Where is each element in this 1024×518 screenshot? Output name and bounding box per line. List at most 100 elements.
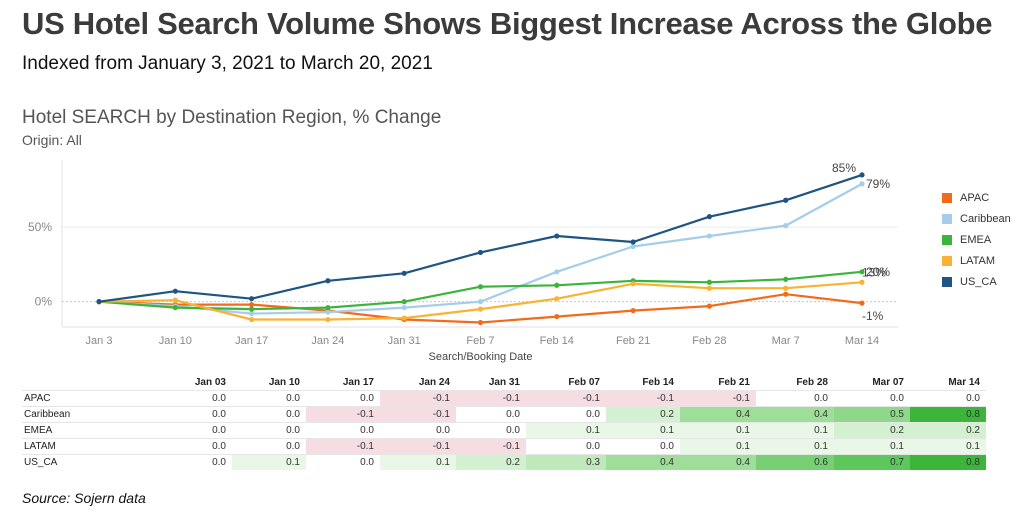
data-point-caribbean <box>325 309 331 315</box>
end-label-latam: 13% <box>862 265 886 279</box>
data-point-caribbean <box>706 233 713 239</box>
table-cell: 0.6 <box>756 454 834 470</box>
table-column-header: Jan 10 <box>268 377 300 388</box>
table-cell: 0.4 <box>606 454 680 470</box>
data-point-latam <box>554 296 560 302</box>
table-row-label: APAC <box>22 390 156 407</box>
data-point-us_ca <box>859 172 865 178</box>
x-tick-label: Feb 7 <box>466 335 494 347</box>
table-column-header: Mar 07 <box>872 377 904 388</box>
table-cell: 0.1 <box>756 438 834 455</box>
table-column-header: Mar 14 <box>948 377 980 388</box>
table-row-label: Caribbean <box>22 406 156 423</box>
table-cell: -0.1 <box>380 438 456 455</box>
data-point-emea <box>783 276 789 282</box>
source-note: Source: Sojern data <box>22 490 146 506</box>
data-point-apac <box>630 307 636 314</box>
x-tick-label: Mar 7 <box>772 335 800 347</box>
data-point-latam <box>401 315 407 321</box>
table-cell: 0.0 <box>232 390 306 407</box>
table-cell: -0.1 <box>526 390 606 407</box>
table-cell: 0.0 <box>156 438 232 455</box>
legend-swatch <box>942 192 952 203</box>
table-cell: 0.0 <box>526 438 606 455</box>
table-cell: -0.1 <box>680 390 756 407</box>
data-point-us_ca <box>554 233 560 239</box>
table-row-label: EMEA <box>22 422 156 439</box>
table-cell: 0.1 <box>756 422 834 439</box>
legend-label: US_CA <box>960 275 997 288</box>
chart-legend: APAC Caribbean EMEA LATAM US_CA <box>942 187 1011 292</box>
data-point-caribbean <box>859 181 865 187</box>
y-tick-label: 0% <box>35 295 53 309</box>
legend-label: LATAM <box>960 254 996 267</box>
x-tick-label: Jan 3 <box>86 335 113 347</box>
data-point-emea <box>249 306 255 312</box>
data-table: Jan 03 Jan 10 Jan 17 Jan 24 Jan 31 Feb 07 Feb … <box>22 375 986 470</box>
legend-swatch <box>942 234 952 245</box>
table-cell: 0.4 <box>680 454 756 470</box>
x-tick-label: Jan 10 <box>159 335 192 347</box>
table-cell: 0.1 <box>232 454 306 470</box>
data-point-caribbean <box>783 223 789 229</box>
end-label-us_ca: 85% <box>832 161 856 175</box>
table-cell: 0.0 <box>834 390 910 407</box>
x-tick-label: Jan 31 <box>388 335 421 347</box>
page-title: US Hotel Search Volume Shows Biggest Inc… <box>22 6 993 41</box>
page-subtitle: Indexed from January 3, 2021 to March 20… <box>22 53 433 74</box>
table-column-header: Jan 24 <box>418 377 450 388</box>
table-column-header: Jan 17 <box>342 377 374 388</box>
data-point-latam <box>859 279 865 285</box>
table-cell: 0.5 <box>834 406 910 423</box>
data-point-apac <box>477 319 484 326</box>
table-cell: 0.1 <box>910 438 986 455</box>
data-point-apac <box>249 302 255 308</box>
table-column-header: Feb 28 <box>796 377 828 388</box>
table-column-header: Feb 14 <box>642 377 674 388</box>
data-point-us_ca <box>96 299 102 305</box>
data-point-latam <box>706 285 713 291</box>
table-cell: 0.2 <box>910 422 986 439</box>
data-point-emea <box>554 282 560 288</box>
table-cell: 0.2 <box>834 422 910 439</box>
table-cell: 0.0 <box>456 406 526 423</box>
table-cell: -0.1 <box>456 390 526 407</box>
table-row-us_ca: US_CA 0.0 0.1 0.0 0.1 0.2 0.3 0.4 0.4 0.6 0.7 0.8 <box>22 454 986 470</box>
data-point-latam <box>249 316 255 323</box>
legend-item-latam: LATAM <box>942 250 1011 271</box>
table-cell: -0.1 <box>306 406 380 423</box>
data-point-latam <box>172 297 178 303</box>
data-point-apac <box>859 300 865 306</box>
data-point-us_ca <box>630 239 636 245</box>
data-point-emea <box>172 305 178 311</box>
table-header-row: Jan 03 Jan 10 Jan 17 Jan 24 Jan 31 Feb 07 Feb … <box>22 375 986 391</box>
x-tick-label: Feb 14 <box>540 335 574 347</box>
legend-item-emea: EMEA <box>942 229 1011 250</box>
legend-label: EMEA <box>960 233 992 246</box>
data-point-latam <box>783 285 789 291</box>
data-point-emea <box>859 269 865 275</box>
data-point-apac <box>706 303 713 309</box>
data-point-us_ca <box>401 270 407 276</box>
table-cell: 0.1 <box>380 454 456 470</box>
end-label-emea: 20% <box>866 265 890 279</box>
x-tick-label: Jan 17 <box>235 335 268 347</box>
x-tick-label: Feb 28 <box>692 335 726 347</box>
end-label-apac: -1% <box>862 309 884 323</box>
table-cell: 0.0 <box>156 406 232 423</box>
x-tick-label: Jan 24 <box>311 335 344 347</box>
table-row-latam: LATAM 0.0 0.0 -0.1 -0.1 -0.1 0.0 0.0 0.1 0.1 0.1 0.… <box>22 438 986 455</box>
data-point-apac <box>783 291 789 297</box>
table-cell: 0.0 <box>156 454 232 470</box>
x-tick-label: Feb 21 <box>616 335 650 347</box>
table-cell: 0.0 <box>306 454 380 470</box>
table-cell: -0.1 <box>606 390 680 407</box>
data-point-caribbean <box>477 299 484 305</box>
table-cell: 0.2 <box>456 454 526 470</box>
legend-item-caribbean: Caribbean <box>942 208 1011 229</box>
table-cell: 0.0 <box>910 390 986 407</box>
data-point-latam <box>630 281 636 287</box>
data-point-latam <box>325 316 331 323</box>
data-point-us_ca <box>706 214 713 220</box>
table-corner-cell <box>22 375 156 391</box>
